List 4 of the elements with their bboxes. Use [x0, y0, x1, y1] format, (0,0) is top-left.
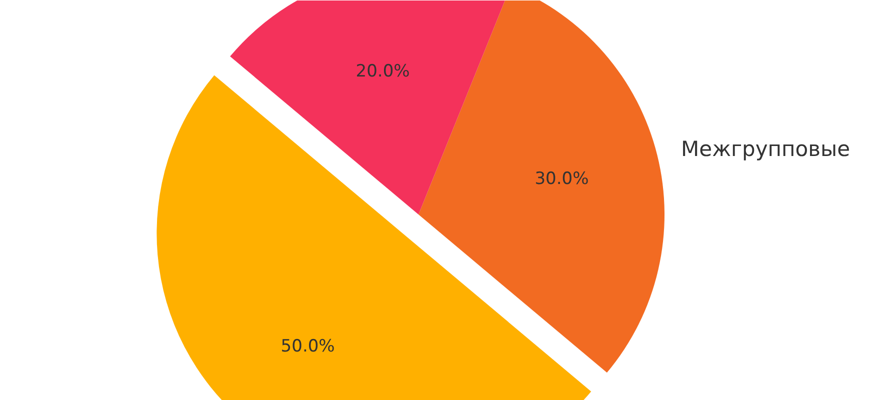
slice-label: Межгрупповые	[681, 137, 850, 162]
data-label: 20.0%	[356, 61, 410, 82]
data-label: 30.0%	[534, 168, 589, 189]
data-label: 50.0%	[280, 336, 335, 356]
